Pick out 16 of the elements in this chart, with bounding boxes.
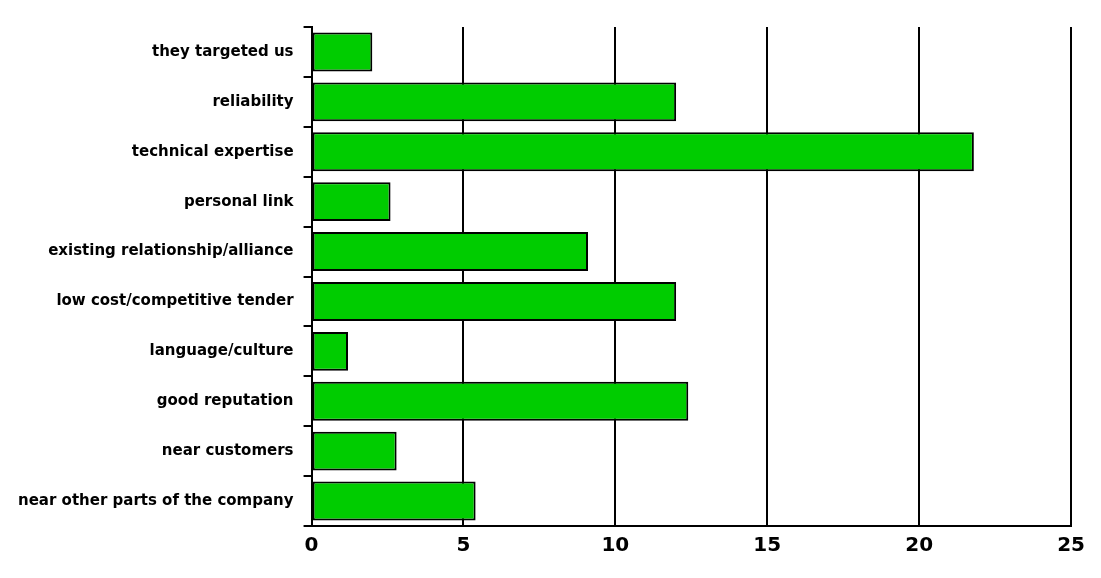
y-tick-label: existing relationship/alliance — [48, 241, 294, 260]
y-tick-label: language/culture — [149, 341, 294, 360]
y-tick-label: good reputation — [156, 391, 294, 410]
y-tick-label: near other parts of the company — [18, 490, 294, 509]
x-tick-label: 15 — [753, 532, 782, 557]
y-tick-label: near customers — [161, 441, 294, 460]
x-tick-label: 10 — [601, 532, 630, 557]
x-tick-label: 25 — [1057, 532, 1086, 557]
x-tick-label: 20 — [905, 532, 934, 557]
y-tick-label: technical expertise — [131, 141, 294, 160]
x-tick-label: 5 — [456, 532, 471, 557]
y-tick-label: reliability — [212, 91, 294, 110]
y-tick-label: personal link — [183, 191, 295, 210]
x-tick-label: 0 — [304, 532, 319, 557]
y-tick-label: they targeted us — [152, 41, 294, 60]
y-tick-label: low cost/competitive tender — [56, 291, 295, 310]
